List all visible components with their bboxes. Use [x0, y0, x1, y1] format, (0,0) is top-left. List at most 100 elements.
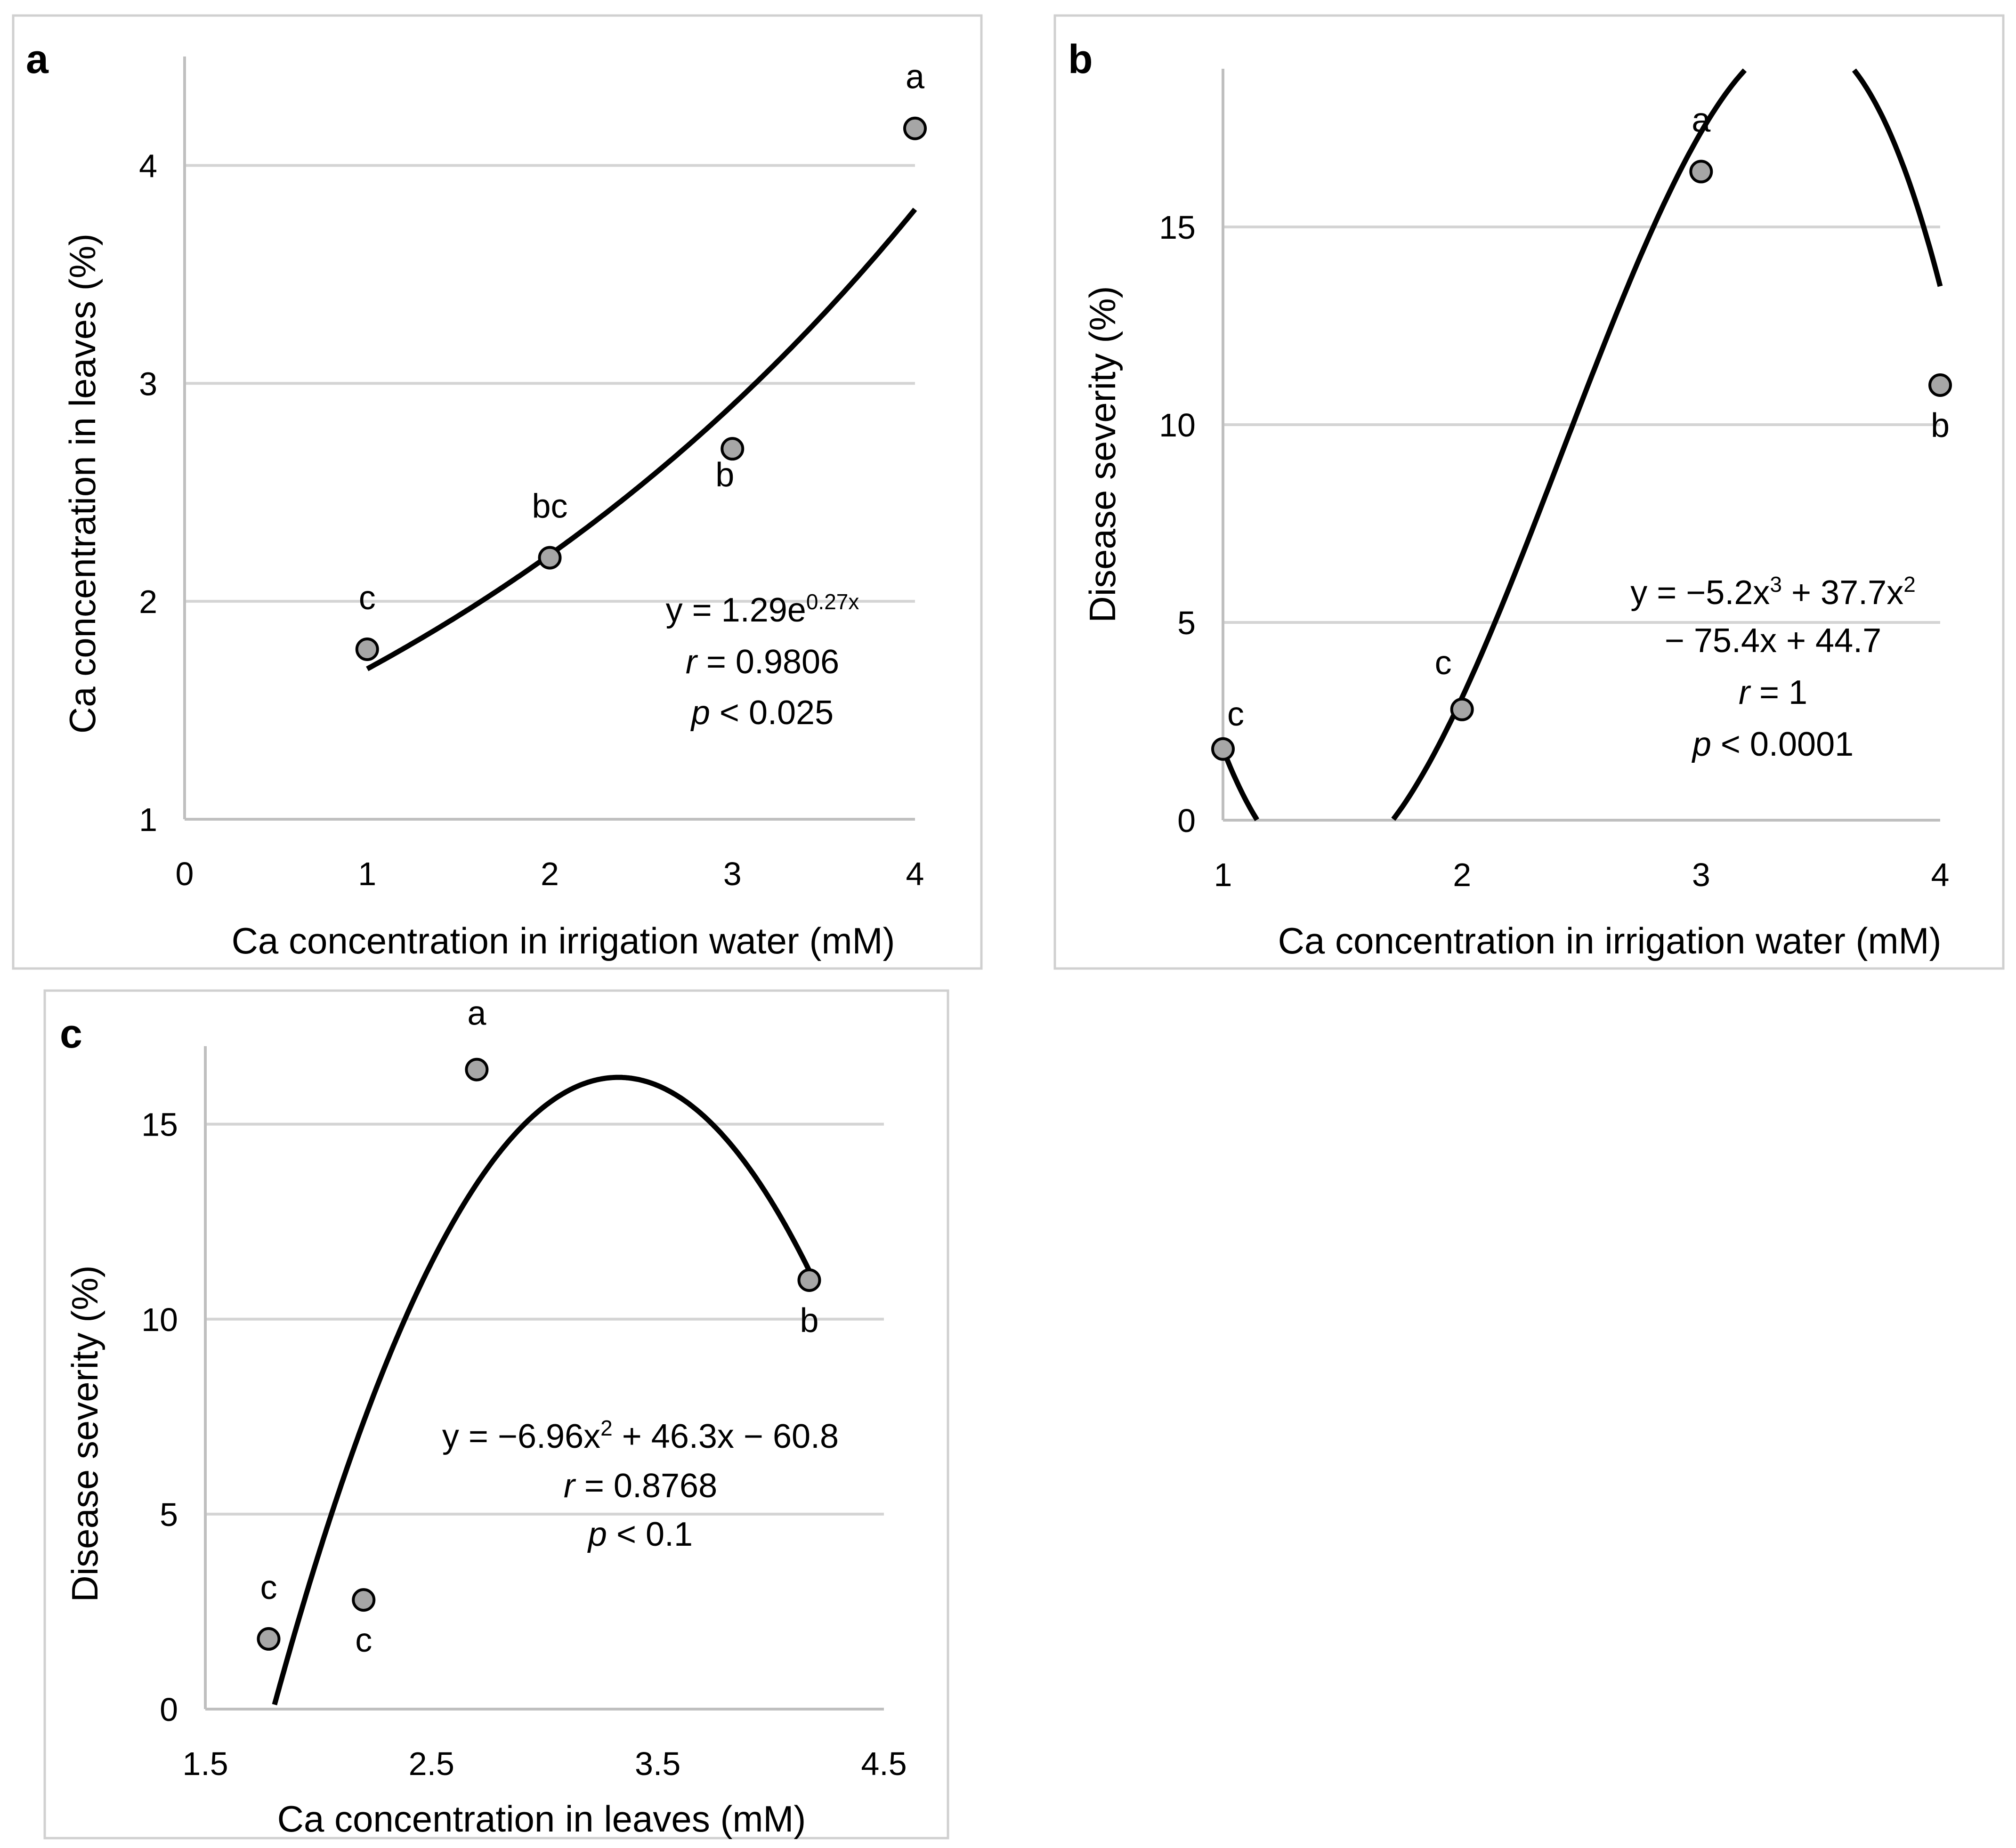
panel-a-ylabel: Ca concentration in leaves (%) [62, 234, 103, 734]
data-point [538, 546, 562, 570]
significance-letter: b [715, 456, 734, 494]
panel-a-eq-main: y = 1.29e [666, 591, 806, 629]
x-tick-label: 2 [541, 855, 559, 892]
y-tick-label: 2 [139, 583, 157, 620]
significance-letter: c [1435, 644, 1452, 682]
panel-c-xlabel: Ca concentration in leaves (mM) [277, 1798, 806, 1840]
significance-letter: c [359, 579, 376, 617]
y-tick-label: 0 [1177, 802, 1196, 839]
panel-c-frame [43, 989, 949, 1840]
significance-letter: c [355, 1622, 372, 1659]
panel-b-letters: c c a b [1227, 101, 1950, 733]
panel-a-p-label: p [690, 694, 710, 732]
panel-b-yticks: 0 5 10 15 [1159, 209, 1196, 839]
panel-a-fit-curve [366, 208, 917, 671]
data-point [352, 1588, 376, 1612]
panel-c-label: c [60, 1011, 82, 1057]
data-point [797, 1268, 821, 1292]
x-tick-label: 3 [1692, 856, 1710, 893]
data-point [355, 637, 379, 661]
svg-text:y = 1.29e0.27x: y = 1.29e0.27x [666, 589, 859, 629]
panel-c-r-value: = 0.8768 [575, 1467, 717, 1505]
x-tick-label: 1.5 [182, 1745, 228, 1782]
panel-b: b 0 5 10 15 1 2 3 4 c c a b Ca concentration in i… [1053, 14, 2005, 970]
significance-letter: bc [532, 488, 567, 525]
significance-letter: a [467, 995, 486, 1033]
panel-c-yticks: 0 5 10 15 [141, 1106, 178, 1728]
panel-c-p-value: < 0.1 [607, 1516, 693, 1553]
panel-a-axes [183, 56, 915, 821]
panel-b-xlabel: Ca concentration in irrigation water (mM… [1278, 920, 1942, 961]
panel-c: c 0 5 10 15 1.5 2.5 3.5 4.5 c c a b Ca concentrat… [43, 989, 949, 1840]
significance-letter: a [906, 58, 925, 96]
y-tick-label: 1 [139, 801, 157, 838]
panel-b-eq-sup2: 2 [1903, 572, 1916, 597]
significance-letter: c [1227, 695, 1244, 733]
y-tick-label: 10 [141, 1301, 178, 1338]
panel-c-gridlines [205, 1122, 884, 1516]
data-point [257, 1627, 281, 1651]
data-point [1450, 697, 1474, 721]
panel-a-letters: c bc b a [359, 58, 925, 617]
data-point [721, 437, 745, 461]
svg-text:r = 0.8768: r = 0.8768 [564, 1467, 717, 1505]
panel-a-equation: y = 1.29e0.27x r = 0.9806 p < 0.025 [666, 589, 859, 732]
significance-letter: b [800, 1302, 818, 1340]
panel-a-yticks: 1 2 3 4 [139, 147, 157, 838]
significance-letter: b [1931, 407, 1950, 444]
panel-b-frame [1053, 14, 2005, 970]
panel-a-label: a [26, 37, 49, 82]
panel-c-p-label: p [587, 1516, 607, 1553]
svg-text:p < 0.1: p < 0.1 [587, 1516, 693, 1553]
x-tick-label: 3 [723, 855, 742, 892]
data-point [903, 116, 927, 140]
panel-b-ylabel: Disease severity (%) [1082, 286, 1123, 622]
panel-b-p-value: < 0.0001 [1711, 726, 1854, 763]
svg-text:r = 1: r = 1 [1739, 674, 1807, 711]
panel-b-gridlines [1223, 226, 1940, 624]
x-tick-label: 0 [176, 855, 194, 892]
panel-b-fit-curve [1220, 68, 1943, 821]
panel-c-letters: c c a b [260, 995, 818, 1659]
svg-text:y = −5.2x3 + 37.7x2: y = −5.2x3 + 37.7x2 [1630, 572, 1916, 612]
svg-text:r = 0.9806: r = 0.9806 [686, 643, 839, 681]
significance-letter: a [1692, 101, 1711, 139]
panel-c-eq-rest: + 46.3x − 60.8 [613, 1418, 839, 1455]
panel-b-r-label: r [1739, 674, 1751, 711]
panel-a-p-value: < 0.025 [710, 694, 834, 732]
y-tick-label: 5 [160, 1496, 178, 1533]
panel-b-eq-mid1: + 37.7x [1782, 574, 1903, 612]
x-tick-label: 2.5 [409, 1745, 454, 1782]
data-point [1211, 737, 1235, 761]
panel-b-r-value: = 1 [1750, 674, 1807, 711]
significance-letter: c [260, 1569, 277, 1606]
y-tick-label: 3 [139, 365, 157, 402]
panel-c-eq-main: y = −6.96x [442, 1418, 600, 1455]
x-tick-label: 2 [1453, 856, 1471, 893]
y-tick-label: 0 [160, 1691, 178, 1728]
panel-a-eq-exp: 0.27x [806, 589, 859, 614]
panel-a-points [355, 116, 927, 661]
panel-a-gridlines [185, 164, 915, 603]
panel-b-eq-line2: − 75.4x + 44.7 [1665, 622, 1881, 660]
panel-c-eq-sup: 2 [600, 1416, 613, 1440]
y-tick-label: 15 [141, 1106, 178, 1143]
y-tick-label: 5 [1177, 605, 1196, 641]
panel-c-axes [204, 1046, 884, 1711]
x-tick-label: 4 [906, 855, 924, 892]
panel-b-eq-line1: y = −5.2x [1630, 574, 1770, 612]
y-tick-label: 15 [1159, 209, 1196, 246]
panel-c-ylabel: Disease severity (%) [64, 1265, 105, 1602]
panel-b-points [1211, 160, 1952, 761]
y-tick-label: 10 [1159, 407, 1196, 444]
panel-c-points [257, 1057, 821, 1651]
svg-text:p < 0.025: p < 0.025 [690, 694, 834, 732]
x-tick-label: 1 [1214, 856, 1232, 893]
panel-b-equation: y = −5.2x3 + 37.7x2 − 75.4x + 44.7 r = 1… [1630, 572, 1916, 763]
data-point [1928, 373, 1952, 397]
panel-b-label: b [1068, 37, 1093, 82]
panel-c-equation: y = −6.96x2 + 46.3x − 60.8 r = 0.8768 p … [442, 1416, 839, 1553]
panel-a-r-value: = 0.9806 [697, 643, 839, 681]
x-tick-label: 4.5 [861, 1745, 907, 1782]
x-tick-label: 1 [358, 855, 376, 892]
